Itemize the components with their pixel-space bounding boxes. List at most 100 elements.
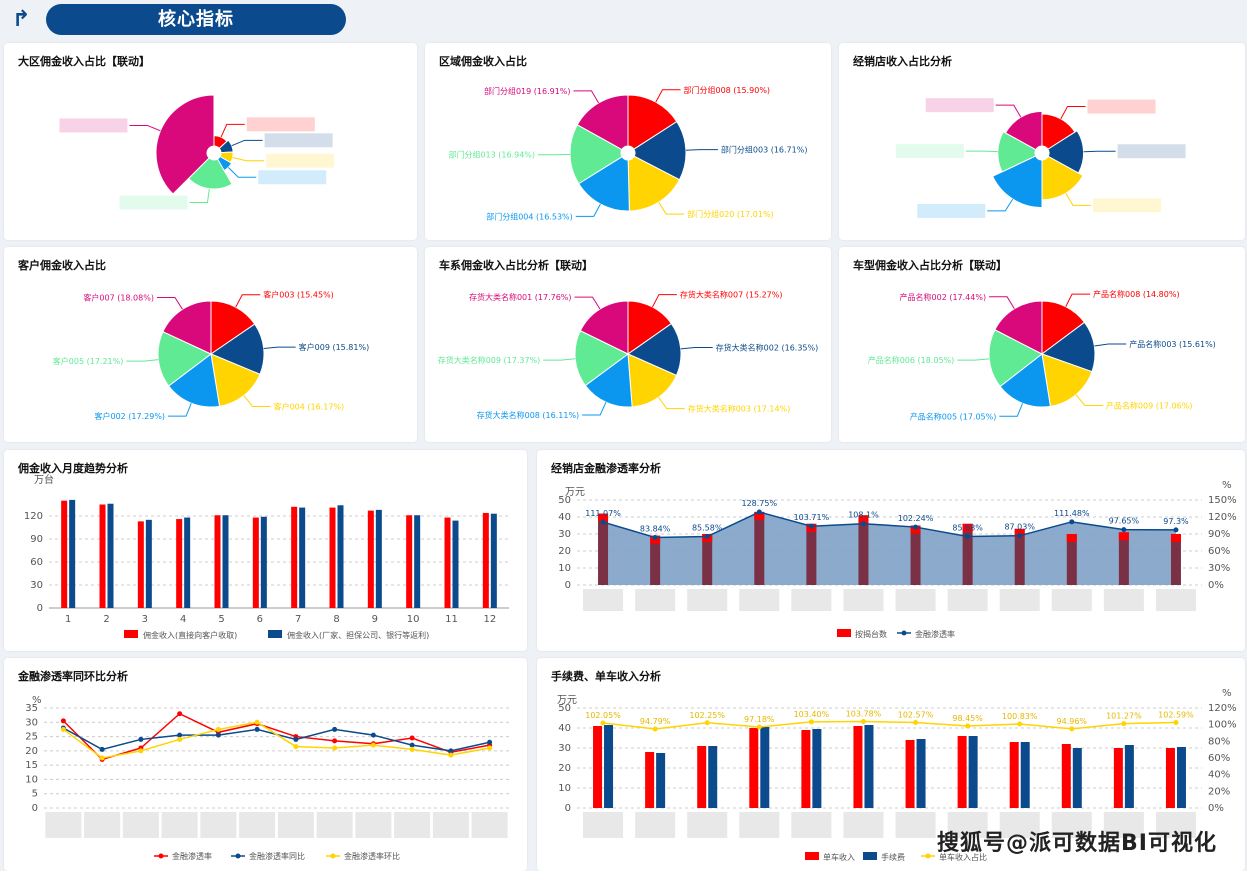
panel-title: 经销店收入占比分析 (853, 55, 952, 68)
pie-chart-customer[interactable]: 客户003 (15.45%) 客户009 (15.81%) 客户004 (16.17… (4, 247, 417, 442)
bar (1176, 747, 1186, 808)
pie-slice-0 (210, 300, 256, 355)
bar (853, 726, 863, 808)
rate-label: 128.75% (741, 499, 777, 508)
legend-label: 手续费 (881, 852, 905, 862)
pie-slice-0 (1041, 300, 1086, 355)
bar (598, 513, 609, 585)
bar (1118, 532, 1129, 585)
pie-chart-region[interactable] (4, 43, 417, 240)
bar-area-chart-penetration[interactable]: 0 10 20 30 40 50 0% 30% 60% 90% 120% 150% 万元% 111.07%… (537, 450, 1245, 651)
y-tick-label: 40 (558, 512, 571, 523)
bar (905, 740, 915, 808)
legend-dot (330, 853, 336, 859)
bar-line-chart-fees[interactable]: 0 10 20 30 40 50 0% 20% 40% 60% 80% 100% 120% 万元% 102.… (537, 658, 1245, 871)
pie-chart-series[interactable]: 存货大类名称007 (15.27%) 存货大类名称002 (16.35%) 存货大类… (425, 247, 831, 442)
slice-label-1: 存货大类名称002 (16.35%) (716, 342, 819, 352)
redacted-x-label (394, 812, 431, 838)
rate-label: 108.1% (848, 511, 879, 520)
bar (656, 753, 666, 808)
bar (137, 521, 144, 608)
chart-panel-0: 佣金收入月度趋势分析 0 30 60 90 120 万台 1 2 3 4 5 6 7 8 9 10 11 12 佣金… (4, 450, 527, 651)
ratio-point (808, 719, 814, 725)
redacted-x-label (1103, 589, 1144, 611)
bar (260, 516, 267, 608)
rate-label: 103.71% (794, 513, 830, 522)
bar (864, 725, 874, 808)
x-tick-label: 1 (65, 614, 71, 625)
line-chart-yoy[interactable]: 0 5 10 15 20 25 30 35% 金融渗透率 金融渗透率同比 金融渗透率环比 (4, 658, 527, 871)
y2-tick-label: 80% (1208, 736, 1230, 747)
panel-title: 区域佣金收入占比 (439, 55, 527, 68)
ratio-label: 102.59% (1158, 711, 1194, 720)
slice-label-3: 存货大类名称008 (16.11%) (477, 410, 580, 420)
bar (1165, 748, 1175, 808)
y2-tick-label: 60% (1208, 753, 1230, 764)
slice-label-5: 产品名称002 (17.44%) (900, 292, 987, 302)
pie-panel-1: 区域佣金收入占比 部门分组008 (15.90%) 部门分组003 (16.71%… (425, 43, 831, 240)
bar (337, 505, 344, 608)
legend-swatch (837, 629, 851, 637)
rate-label: 85.68% (952, 523, 983, 532)
y2-tick-label: 0% (1208, 580, 1224, 591)
redacted-label-4 (895, 144, 964, 159)
pie-chart-area[interactable]: 部门分组008 (15.90%) 部门分组003 (16.71%) 部门分组020 … (425, 43, 831, 240)
pie-slice-1 (626, 322, 682, 377)
y2-tick-label: 120% (1208, 512, 1237, 523)
bar (375, 509, 382, 608)
legend-label: 金融渗透率环比 (344, 851, 400, 861)
back-arrow-icon[interactable]: ↱ (12, 7, 31, 32)
redacted-label-2 (266, 153, 335, 168)
redacted-x-label (687, 812, 728, 838)
bar-top (1118, 532, 1129, 541)
redacted-x-label (432, 812, 469, 838)
slice-label-4: 存货大类名称009 (17.37%) (438, 355, 541, 365)
bar (222, 515, 229, 608)
bar (291, 506, 298, 608)
bar (593, 726, 603, 808)
leader-line-3 (575, 203, 601, 217)
rate-point (652, 534, 658, 540)
ratio-label: 94.96% (1057, 717, 1088, 726)
y-tick-label: 25 (25, 732, 38, 743)
pie-chart-dealer[interactable] (839, 43, 1245, 240)
leader-line-0 (652, 294, 677, 308)
bar (604, 725, 614, 808)
bar (968, 736, 978, 808)
bar-top (962, 523, 973, 532)
panel-title: 金融渗透率同环比分析 (18, 670, 128, 683)
y2-tick-label: 120% (1208, 703, 1237, 714)
bar (1061, 744, 1071, 808)
series-point (332, 726, 338, 732)
y-tick-label: 30 (30, 580, 43, 591)
y-tick-label: 90 (30, 534, 43, 545)
rate-line (602, 511, 1176, 539)
bar (1014, 528, 1025, 585)
legend-label: 金融渗透率 (172, 851, 212, 861)
y2-tick-label: 40% (1208, 770, 1230, 781)
redacted-x-label (161, 812, 198, 838)
slice-label-0: 产品名称008 (14.80%) (1093, 289, 1180, 299)
redacted-x-label (895, 812, 936, 838)
ratio-label: 97.18% (744, 715, 775, 724)
bar (749, 728, 759, 808)
ratio-point (704, 720, 710, 726)
ratio-point (965, 723, 971, 729)
x-tick-label: 12 (483, 614, 496, 625)
ratio-point (652, 726, 658, 732)
redacted-x-label (1051, 812, 1092, 838)
series-point (293, 736, 299, 742)
pie-slice-4 (569, 124, 623, 185)
series-point (332, 738, 338, 744)
bar (916, 739, 926, 808)
y2-tick-label: 0% (1208, 803, 1224, 814)
bar-top (858, 515, 869, 524)
legend-label: 佣金收入(直接向客户收取) (143, 630, 237, 640)
leader-line-5 (574, 296, 601, 310)
pie-panel-0: 大区佣金收入占比【联动】 (4, 43, 417, 240)
redacted-x-label (947, 589, 988, 611)
pie-slice-2 (210, 353, 261, 407)
pie-chart-model[interactable]: 产品名称008 (14.80%) 产品名称003 (15.61%) 产品名称009 … (839, 247, 1245, 442)
bar (806, 523, 817, 585)
